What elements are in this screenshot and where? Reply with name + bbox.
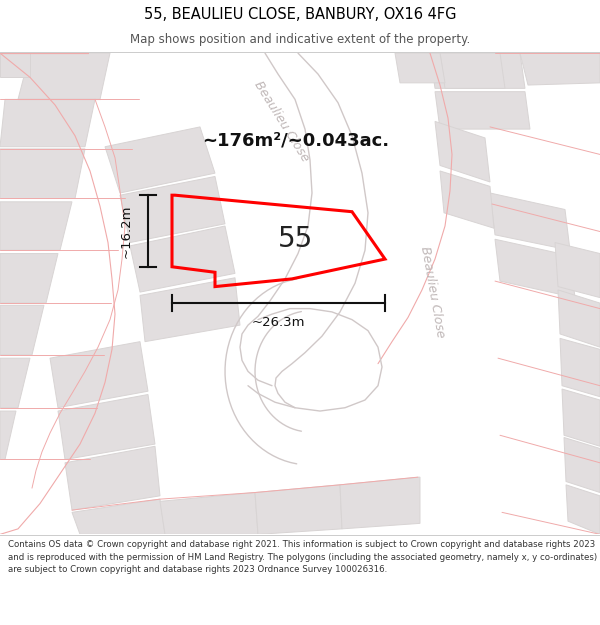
Polygon shape <box>566 485 600 534</box>
Polygon shape <box>50 342 148 408</box>
Polygon shape <box>490 193 570 250</box>
Text: Contains OS data © Crown copyright and database right 2021. This information is : Contains OS data © Crown copyright and d… <box>8 541 597 574</box>
Polygon shape <box>0 99 95 147</box>
Polygon shape <box>562 389 600 446</box>
Polygon shape <box>560 338 600 397</box>
Polygon shape <box>435 92 530 129</box>
Polygon shape <box>440 171 494 228</box>
Polygon shape <box>72 499 165 534</box>
Polygon shape <box>0 149 85 199</box>
Polygon shape <box>140 278 240 342</box>
Text: ~16.2m: ~16.2m <box>119 204 133 258</box>
Text: 55: 55 <box>277 225 313 253</box>
Text: Map shows position and indicative extent of the property.: Map shows position and indicative extent… <box>130 32 470 46</box>
Polygon shape <box>0 306 44 355</box>
Polygon shape <box>555 242 600 298</box>
Polygon shape <box>340 477 420 529</box>
Text: 55, BEAULIEU CLOSE, BANBURY, OX16 4FG: 55, BEAULIEU CLOSE, BANBURY, OX16 4FG <box>144 8 456 22</box>
Text: ~26.3m: ~26.3m <box>252 316 305 329</box>
Polygon shape <box>435 121 490 182</box>
Polygon shape <box>160 492 258 534</box>
Text: Beaulieu Close: Beaulieu Close <box>252 79 312 164</box>
Polygon shape <box>18 53 110 99</box>
Polygon shape <box>130 226 235 292</box>
Polygon shape <box>120 176 225 242</box>
Polygon shape <box>558 290 600 347</box>
Polygon shape <box>58 394 155 459</box>
Polygon shape <box>0 358 30 408</box>
Polygon shape <box>255 485 342 534</box>
Polygon shape <box>440 53 505 88</box>
Polygon shape <box>495 239 575 298</box>
Polygon shape <box>0 202 72 250</box>
Polygon shape <box>0 254 58 303</box>
Polygon shape <box>105 127 215 193</box>
Polygon shape <box>564 438 600 493</box>
Polygon shape <box>0 411 16 459</box>
Text: Beaulieu Close: Beaulieu Close <box>418 246 446 339</box>
Polygon shape <box>430 53 525 88</box>
Polygon shape <box>65 446 160 510</box>
Polygon shape <box>520 53 600 85</box>
Polygon shape <box>395 53 445 83</box>
Text: ~176m²/~0.043ac.: ~176m²/~0.043ac. <box>202 131 389 149</box>
Polygon shape <box>0 53 30 78</box>
